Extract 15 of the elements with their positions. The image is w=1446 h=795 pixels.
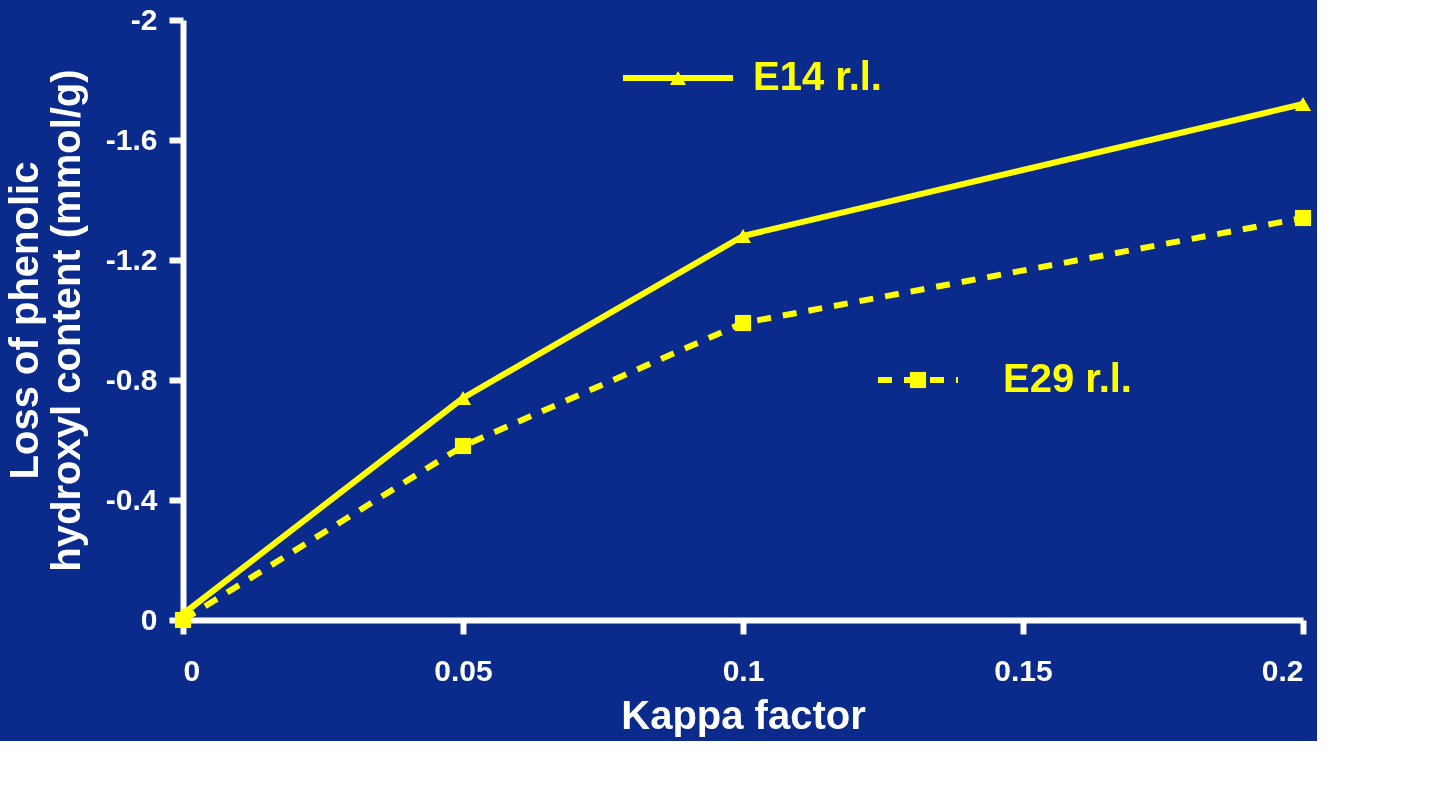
y-tick-label: -2 <box>130 2 158 36</box>
legend-label: E29 r.l. <box>1003 356 1132 400</box>
x-axis-title: Kappa factor <box>621 692 866 737</box>
y-tick-label: -1.6 <box>105 122 158 156</box>
y-axis-title: Loss of phenolic hydroxyl content (mmol/g) <box>1 69 88 572</box>
y-tick-label: -0.8 <box>105 362 158 396</box>
y-tick-label: -1.2 <box>105 242 158 276</box>
x-tick-label: 0 <box>183 653 201 687</box>
y-tick-label: -0.4 <box>105 482 158 516</box>
x-tick-label: 0.2 <box>1261 653 1304 687</box>
y-tick-label: 0 <box>140 602 158 636</box>
legend-label: E14 r.l. <box>753 54 882 98</box>
x-tick-label: 0.1 <box>722 653 765 687</box>
x-tick-label: 0.05 <box>434 653 493 687</box>
x-tick-label: 0.15 <box>994 653 1053 687</box>
